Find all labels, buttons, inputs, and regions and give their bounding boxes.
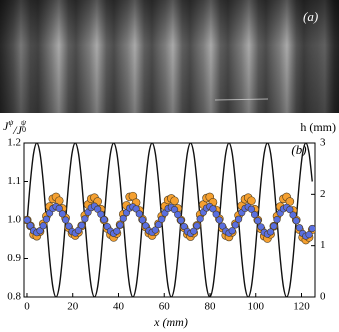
- data-point: [138, 216, 147, 224]
- y2-tick-label: 0: [320, 291, 326, 303]
- data-point: [273, 216, 281, 224]
- data-point: [158, 215, 166, 223]
- y2-axis-title: h (mm): [300, 120, 336, 134]
- x-tick-label: 40: [113, 301, 125, 313]
- plot-area: [24, 143, 315, 297]
- data-point: [26, 222, 35, 230]
- data-point: [215, 216, 223, 224]
- data-point: [270, 222, 278, 230]
- h-line: [26, 143, 313, 297]
- y-axis-title: Jψ/J0ψ: [3, 118, 27, 137]
- data-point: [81, 215, 89, 223]
- data-point: [94, 205, 102, 213]
- y-axis-title-part: ψ: [21, 118, 27, 127]
- y2-tick-label: 2: [320, 188, 326, 200]
- x-tick-label: 120: [293, 301, 310, 313]
- data-point: [295, 224, 304, 232]
- data-point: [218, 222, 227, 230]
- data-point: [289, 211, 297, 219]
- y-tick-label: 1.0: [7, 214, 21, 226]
- data-point: [247, 196, 256, 206]
- data-point: [228, 227, 236, 235]
- data-point: [170, 196, 179, 206]
- y-axis-title-part: /J: [12, 123, 22, 137]
- data-point: [174, 211, 182, 219]
- x-tick-label: 60: [159, 301, 171, 313]
- data-point: [132, 205, 140, 213]
- data-point: [65, 222, 73, 230]
- panel-label: (a): [303, 9, 318, 24]
- data-point: [39, 222, 47, 230]
- data-point: [292, 217, 300, 225]
- x-tick-label: 80: [204, 301, 216, 313]
- data-point: [190, 227, 198, 235]
- data-point: [308, 224, 315, 233]
- data-point: [62, 216, 70, 224]
- data-point: [151, 226, 159, 234]
- data-point: [170, 206, 179, 214]
- y2-tick-label: 3: [320, 137, 326, 149]
- data-point: [212, 210, 220, 218]
- data-point: [100, 216, 108, 224]
- data-point: [36, 227, 44, 235]
- data-point: [116, 221, 124, 229]
- data-point: [154, 221, 163, 229]
- photo: [0, 0, 339, 113]
- y2-tick-label: 1: [320, 239, 326, 251]
- y-tick-label: 0.8: [7, 291, 21, 303]
- data-point: [24, 216, 31, 224]
- data-point: [254, 217, 262, 225]
- data-point: [247, 205, 256, 213]
- data-point: [180, 222, 188, 231]
- y-tick-label: 1.1: [7, 175, 21, 187]
- data-point: [74, 226, 83, 234]
- data-point: [55, 204, 63, 213]
- data-point: [285, 197, 295, 206]
- data-point: [231, 221, 239, 229]
- data-point: [286, 206, 294, 214]
- x-tick-label: 0: [24, 301, 30, 313]
- data-point: [267, 228, 275, 236]
- y-axis-title-part: ψ: [8, 118, 14, 127]
- y-axis-title-part: J: [3, 119, 9, 133]
- data-point: [177, 216, 185, 224]
- data-point: [119, 214, 127, 223]
- data-point: [54, 196, 64, 206]
- data-point: [113, 227, 121, 235]
- y-axis-title-part: 0: [22, 125, 26, 134]
- y-tick-label: 1.2: [7, 137, 21, 149]
- data-point: [305, 231, 313, 239]
- data-point: [58, 210, 67, 218]
- data-point: [142, 222, 150, 230]
- x-tick-label: 20: [67, 301, 79, 313]
- data-point: [257, 223, 265, 231]
- x-tick-label: 100: [247, 301, 264, 313]
- data-point: [78, 221, 86, 229]
- y-tick-label: 0.9: [7, 252, 21, 264]
- data-point: [135, 210, 143, 218]
- data-point: [196, 215, 204, 223]
- data-point: [193, 222, 201, 230]
- x-axis-title: x (mm): [153, 315, 188, 329]
- data-point: [251, 211, 259, 219]
- data-point: [209, 205, 217, 213]
- data-point: [234, 215, 243, 223]
- data-point: [97, 210, 105, 218]
- data-point: [42, 215, 51, 223]
